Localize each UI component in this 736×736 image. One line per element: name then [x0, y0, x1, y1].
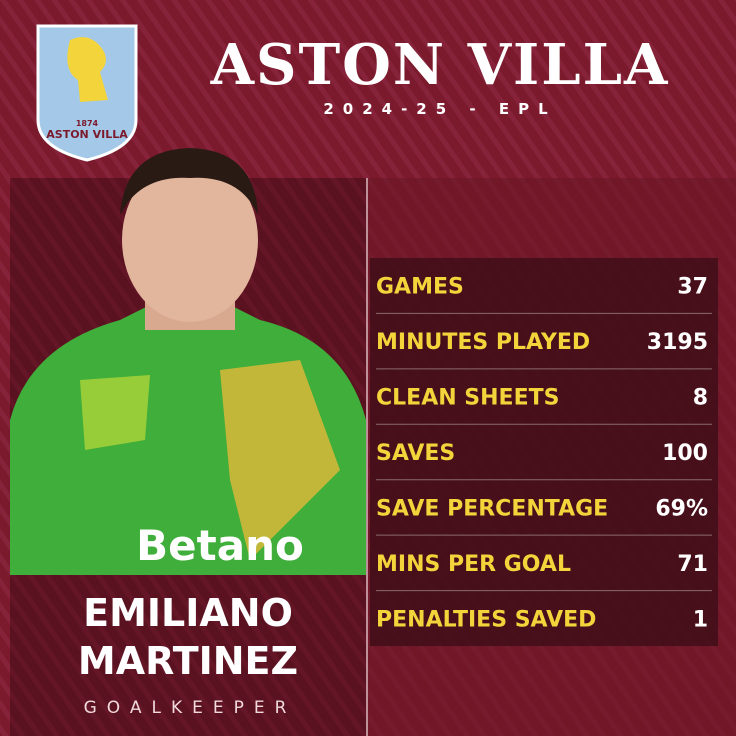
stats-box	[370, 258, 718, 646]
stat-value: 37	[677, 275, 708, 300]
subtitle: 2024-25 - EPL	[323, 100, 556, 118]
stats-table: GAMES 37 MINUTES PLAYED 3195 CLEAN SHEETS 8 SA…	[376, 275, 712, 632]
stat-value: 8	[693, 386, 708, 411]
stat-value: 69%	[655, 496, 708, 521]
sponsor: Betano	[136, 521, 304, 570]
stat-label: SAVES	[376, 441, 455, 466]
last-name: MARTINEZ	[78, 639, 298, 683]
title: ASTON VILLA	[210, 32, 670, 98]
stat-label: MINS PER GOAL	[376, 552, 571, 577]
player-photo: Betano	[10, 148, 366, 575]
stat-label: CLEAN SHEETS	[376, 386, 559, 411]
club-badge: 1874 ASTON VILLA	[36, 24, 138, 162]
stat-label: SAVE PERCENTAGE	[376, 496, 608, 521]
stat-label: GAMES	[376, 275, 464, 300]
stat-label: PENALTIES SAVED	[376, 607, 596, 632]
position: GOALKEEPER	[84, 698, 297, 718]
badge-year: 1874	[76, 119, 99, 128]
badge-name: ASTON VILLA	[46, 128, 128, 141]
first-name: EMILIANO	[83, 591, 293, 635]
stat-value: 3195	[647, 330, 708, 355]
stat-value: 71	[677, 552, 708, 577]
stat-value: 100	[662, 441, 708, 466]
stat-value: 1	[693, 607, 708, 632]
stat-label: MINUTES PLAYED	[376, 330, 590, 355]
